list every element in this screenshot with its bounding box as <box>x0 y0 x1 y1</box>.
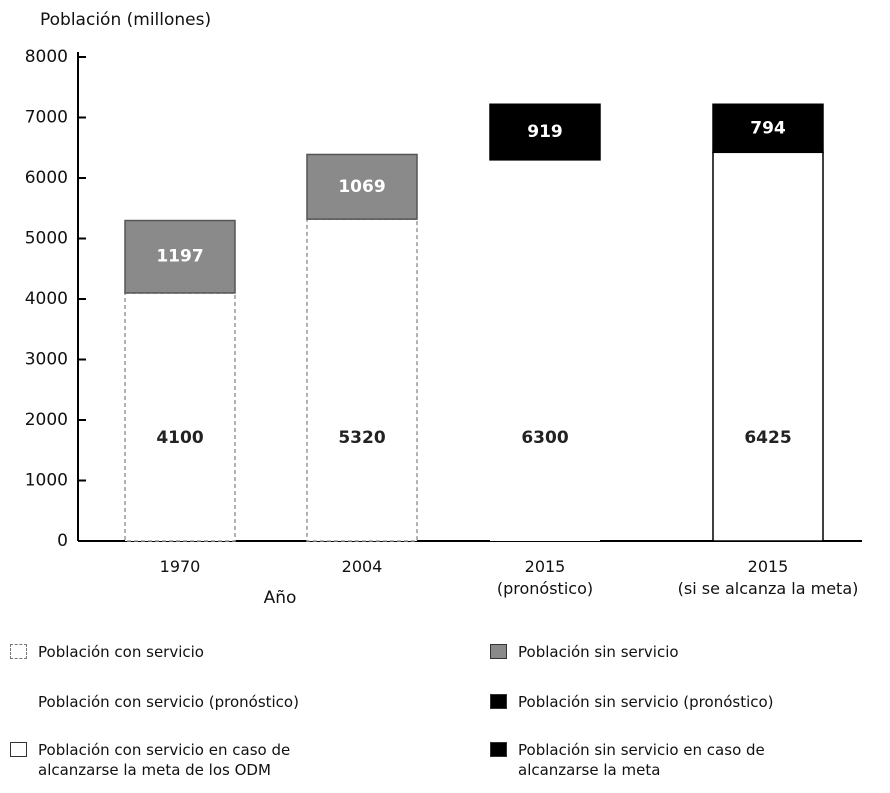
legend-swatch <box>490 694 507 709</box>
data-label: 1069 <box>338 177 385 197</box>
y-tick-label: 4000 <box>25 289 68 309</box>
y-tick-label: 1000 <box>25 471 68 491</box>
data-label: 6300 <box>521 428 568 448</box>
legend-entry: Población sin servicio (pronóstico) <box>490 692 774 712</box>
data-label: 6425 <box>744 428 791 448</box>
x-tick-label: 1970 <box>159 557 201 576</box>
data-label: 5320 <box>338 428 385 448</box>
data-label: 4100 <box>156 428 203 448</box>
x-tick-label: 2015 (si se alcanza la meta) <box>677 557 859 598</box>
legend-entry: Población con servicio en caso de alcanz… <box>10 740 290 780</box>
bar-segment <box>124 219 236 294</box>
y-tick-label: 2000 <box>25 410 68 430</box>
legend-swatch <box>10 742 27 757</box>
x-axis-title: Año <box>264 588 297 608</box>
bar-segment <box>490 159 600 541</box>
legend-entry: Población con servicio (pronóstico) <box>10 692 299 712</box>
data-label: 919 <box>527 122 563 142</box>
legend-entry: Población sin servicio en caso de alcanz… <box>490 740 765 780</box>
bar-segment <box>306 153 418 220</box>
x-tick-label: 2015 (pronóstico) <box>496 557 594 598</box>
data-label: 1197 <box>156 247 203 267</box>
y-tick-label: 0 <box>57 531 68 551</box>
legend-entry: Población con servicio <box>10 642 204 662</box>
legend-swatch <box>10 694 27 709</box>
x-tick-label: 2004 <box>341 557 383 576</box>
bar-segment <box>124 292 236 542</box>
y-tick-label: 5000 <box>25 229 68 249</box>
bar-segment <box>306 218 418 542</box>
y-tick-label: 6000 <box>25 168 68 188</box>
bar-segment <box>712 103 824 154</box>
legend-swatch <box>490 742 507 757</box>
legend-swatch <box>10 644 27 659</box>
y-tick-label: 7000 <box>25 108 68 128</box>
y-axis-title: Población (millones) <box>40 10 211 30</box>
legend-entry: Población sin servicio <box>490 642 679 662</box>
y-tick-label: 3000 <box>25 350 68 370</box>
legend-swatch <box>490 644 507 659</box>
data-label: 794 <box>750 118 786 138</box>
y-tick-label: 8000 <box>25 47 68 67</box>
bar-segment <box>712 151 824 542</box>
bar-segment <box>489 103 601 161</box>
